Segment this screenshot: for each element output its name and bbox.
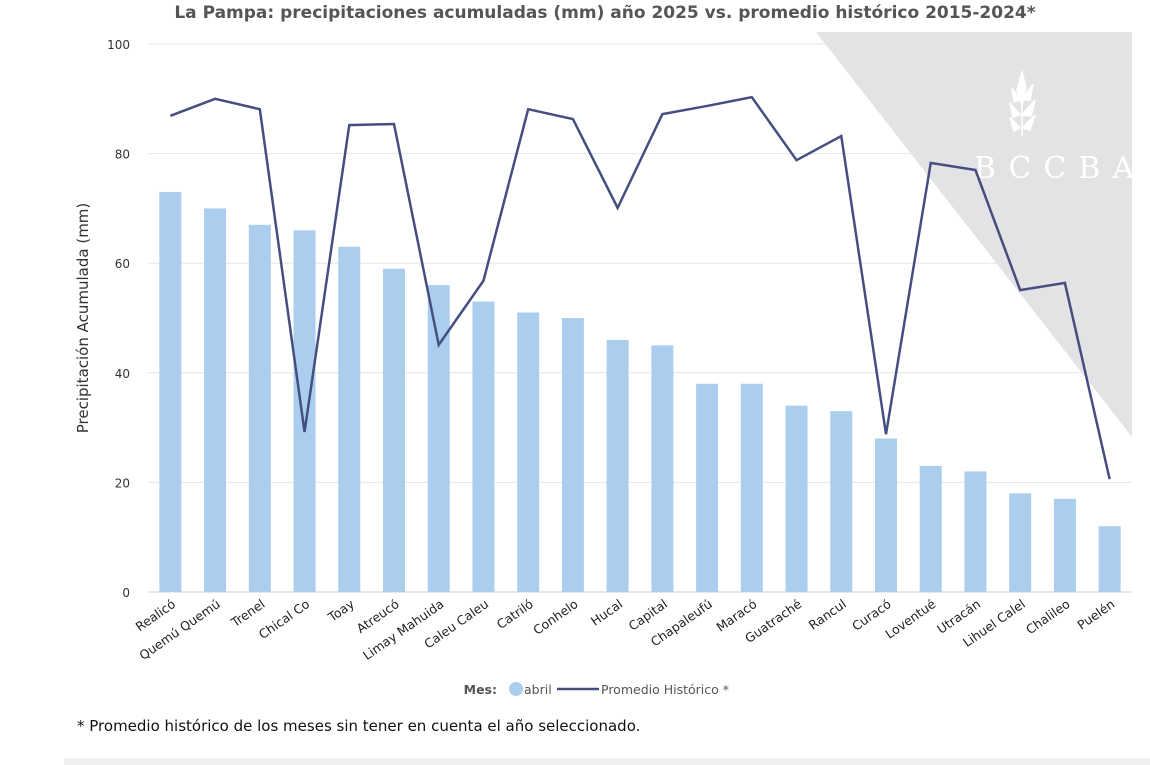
legend-line-label: Promedio Histórico * — [601, 682, 729, 697]
bar-Toay — [338, 246, 361, 592]
bar-Chical Co — [293, 230, 316, 592]
x-tick-label: Quemú Quemú — [136, 596, 222, 663]
bar-Maracó — [740, 383, 763, 592]
y-tick-label: 100 — [107, 38, 130, 52]
x-tick-label: Hucal — [588, 596, 626, 629]
chart-title: La Pampa: precipitaciones acumuladas (mm… — [174, 3, 1036, 23]
bar-Rancul — [830, 411, 853, 592]
legend-bar-label: abril — [524, 682, 552, 697]
x-tick-label: Puelén — [1074, 596, 1117, 632]
bar-Catriló — [517, 312, 540, 592]
bar-Quemú Quemú — [204, 208, 227, 592]
y-tick-label: 40 — [115, 367, 130, 381]
bar-Lihuel Calel — [1009, 493, 1032, 592]
line-promedio-historico — [169, 95, 1111, 480]
y-tick-label: 20 — [115, 476, 130, 490]
bar-Puelén — [1098, 526, 1121, 592]
x-tick-label: Chalileo — [1023, 596, 1073, 637]
bar-Guatraché — [785, 405, 808, 592]
x-tick-label: Conhelo — [530, 596, 580, 638]
x-tick-label: Chical Co — [256, 596, 313, 642]
wheat-icon — [1009, 69, 1036, 136]
bottom-bar — [64, 758, 1150, 765]
y-axis-label: Precipitación Acumulada (mm) — [74, 203, 92, 434]
bar-Caleu Caleu — [472, 301, 495, 592]
watermark-text: BCCBA — [974, 151, 1146, 186]
bar-Chapaleufú — [696, 383, 719, 592]
bar-Atreucó — [383, 268, 405, 592]
x-tick-label: Rancul — [806, 596, 849, 633]
bar-Trenel — [248, 224, 271, 592]
bar-Curacó — [875, 438, 897, 592]
bar-Conhelo — [561, 318, 584, 592]
y-tick-label: 0 — [122, 586, 130, 600]
legend-title: Mes: — [464, 682, 497, 697]
y-tick-label: 80 — [115, 148, 130, 162]
bar-Realicó — [159, 191, 182, 592]
legend-bar-swatch — [509, 682, 523, 696]
bar-Loventué — [919, 465, 942, 592]
x-tick-label: Toay — [324, 596, 357, 625]
bar-Capital — [651, 345, 674, 592]
watermark-triangle — [816, 32, 1132, 437]
bar-Limay Mahuida — [427, 285, 450, 592]
x-tick-label: Catriló — [494, 596, 536, 632]
footnote: * Promedio histórico de los meses sin te… — [77, 717, 641, 735]
bar-Chalileo — [1053, 498, 1076, 592]
bar-Hucal — [606, 339, 629, 592]
bar-Utracán — [964, 471, 987, 592]
x-tick-label: Loventué — [882, 596, 938, 642]
y-tick-label: 60 — [115, 257, 130, 271]
